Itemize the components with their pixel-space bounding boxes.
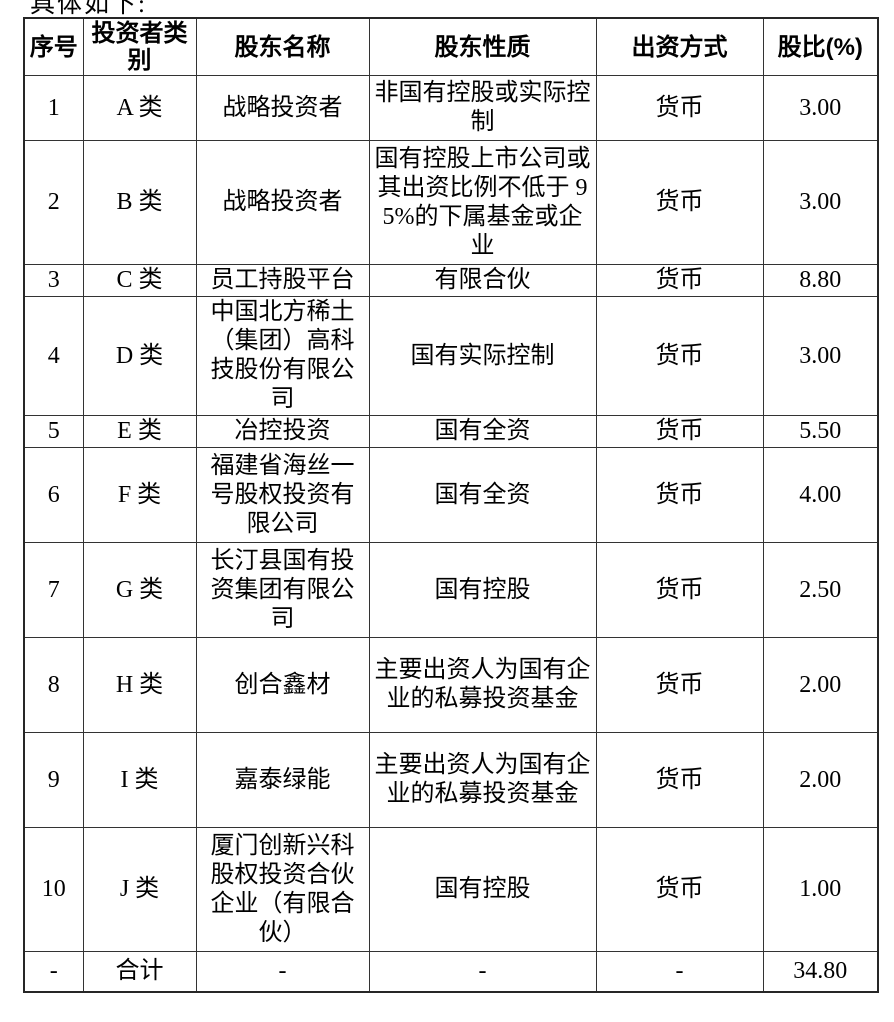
table-cell-ratio: 8.80: [762, 264, 879, 297]
table-row: 3 C 类 员工持股平台 有限合伙 货币 8.80: [23, 264, 879, 297]
table-cell-method: 货币: [595, 447, 764, 543]
table-cell-nature: 国有控股上市公司或其出资比例不低于 95%的下属基金或企业: [368, 140, 597, 265]
table-cell-category: J 类: [82, 827, 197, 952]
table-cell-nature: 国有全资: [368, 415, 597, 448]
table-cell-index: 1: [23, 75, 84, 141]
table-cell-name: 员工持股平台: [195, 264, 370, 297]
column-header-contribution-method: 出资方式: [595, 17, 764, 76]
table-row: 1 A 类 战略投资者 非国有控股或实际控制 货币 3.00: [23, 75, 879, 141]
table-cell-ratio: 5.50: [762, 415, 879, 448]
table-row: 6 F 类 福建省海丝一号股权投资有限公司 国有全资 货币 4.00: [23, 447, 879, 543]
table-cell-index: 4: [23, 296, 84, 416]
table-cell-method: 货币: [595, 415, 764, 448]
table-cell-method: 货币: [595, 827, 764, 952]
table-cell-name: 冶控投资: [195, 415, 370, 448]
table-cell-index: 5: [23, 415, 84, 448]
total-row: - 合计 - - - 34.80: [23, 951, 879, 992]
table-cell-method: 货币: [595, 637, 764, 733]
table-cell-name: 嘉泰绿能: [195, 732, 370, 828]
table-cell-nature: 非国有控股或实际控制: [368, 75, 597, 141]
table-cell-method: 货币: [595, 732, 764, 828]
table-cell-index: 9: [23, 732, 84, 828]
table-cell-nature: -: [368, 951, 597, 992]
intro-text: 具体如下:: [30, 0, 147, 18]
table-cell-category: A 类: [82, 75, 197, 141]
table-cell-ratio: 3.00: [762, 140, 879, 265]
column-header-investor-category: 投资者类别: [82, 17, 197, 76]
table-cell-name: 创合鑫材: [195, 637, 370, 733]
table-cell-name: 长汀县国有投资集团有限公司: [195, 542, 370, 638]
table-cell-category: B 类: [82, 140, 197, 265]
table-cell-method: 货币: [595, 264, 764, 297]
table-cell-name: 中国北方稀土（集团）高科技股份有限公司: [195, 296, 370, 416]
header-row: 序号 投资者类别 股东名称 股东性质 出资方式 股比(%): [23, 17, 879, 76]
column-header-shareholder-name: 股东名称: [195, 17, 370, 76]
table-row: 4 D 类 中国北方稀土（集团）高科技股份有限公司 国有实际控制 货币 3.00: [23, 296, 879, 416]
table-cell-method: 货币: [595, 296, 764, 416]
shareholder-table: 序号 投资者类别 股东名称 股东性质 出资方式 股比(%) 1 A 类 战略投资…: [23, 17, 879, 993]
column-header-share-ratio: 股比(%): [762, 17, 879, 76]
table-cell-category: C 类: [82, 264, 197, 297]
table-cell-method: 货币: [595, 542, 764, 638]
table-cell-nature: 有限合伙: [368, 264, 597, 297]
table-cell-nature: 国有全资: [368, 447, 597, 543]
table-row: 5 E 类 冶控投资 国有全资 货币 5.50: [23, 415, 879, 448]
table-cell-category: G 类: [82, 542, 197, 638]
table-cell-category: I 类: [82, 732, 197, 828]
table-cell-category: 合计: [82, 951, 197, 992]
table-cell-method: -: [595, 951, 764, 992]
table-cell-name: 厦门创新兴科股权投资合伙企业（有限合伙）: [195, 827, 370, 952]
table-cell-nature: 国有控股: [368, 542, 597, 638]
table-cell-ratio: 2.50: [762, 542, 879, 638]
table-row: 7 G 类 长汀县国有投资集团有限公司 国有控股 货币 2.50: [23, 542, 879, 638]
table-cell-ratio: 2.00: [762, 637, 879, 733]
table-cell-ratio: 1.00: [762, 827, 879, 952]
table-cell-ratio: 3.00: [762, 75, 879, 141]
table-cell-index: 2: [23, 140, 84, 265]
table-cell-index: 6: [23, 447, 84, 543]
table-cell-name: 战略投资者: [195, 140, 370, 265]
table-cell-ratio: 2.00: [762, 732, 879, 828]
table-cell-category: E 类: [82, 415, 197, 448]
table-cell-nature: 主要出资人为国有企业的私募投资基金: [368, 637, 597, 733]
table-row: 9 I 类 嘉泰绿能 主要出资人为国有企业的私募投资基金 货币 2.00: [23, 732, 879, 828]
table-cell-index: -: [23, 951, 84, 992]
table-cell-index: 10: [23, 827, 84, 952]
table-cell-ratio: 3.00: [762, 296, 879, 416]
table-cell-nature: 主要出资人为国有企业的私募投资基金: [368, 732, 597, 828]
table-row: 8 H 类 创合鑫材 主要出资人为国有企业的私募投资基金 货币 2.00: [23, 637, 879, 733]
table-cell-index: 7: [23, 542, 84, 638]
table-cell-category: H 类: [82, 637, 197, 733]
table-cell-method: 货币: [595, 140, 764, 265]
table-cell-nature: 国有实际控制: [368, 296, 597, 416]
table-cell-method: 货币: [595, 75, 764, 141]
table-cell-nature: 国有控股: [368, 827, 597, 952]
column-header-index: 序号: [23, 17, 84, 76]
table-cell-name: -: [195, 951, 370, 992]
table-cell-ratio: 4.00: [762, 447, 879, 543]
table-row: 10 J 类 厦门创新兴科股权投资合伙企业（有限合伙） 国有控股 货币 1.00: [23, 827, 879, 952]
table-cell-name: 战略投资者: [195, 75, 370, 141]
table-cell-index: 3: [23, 264, 84, 297]
table-cell-index: 8: [23, 637, 84, 733]
table-cell-category: D 类: [82, 296, 197, 416]
table-cell-ratio: 34.80: [762, 951, 879, 992]
table-row: 2 B 类 战略投资者 国有控股上市公司或其出资比例不低于 95%的下属基金或企…: [23, 140, 879, 265]
table-cell-name: 福建省海丝一号股权投资有限公司: [195, 447, 370, 543]
column-header-shareholder-nature: 股东性质: [368, 17, 597, 76]
table-cell-category: F 类: [82, 447, 197, 543]
